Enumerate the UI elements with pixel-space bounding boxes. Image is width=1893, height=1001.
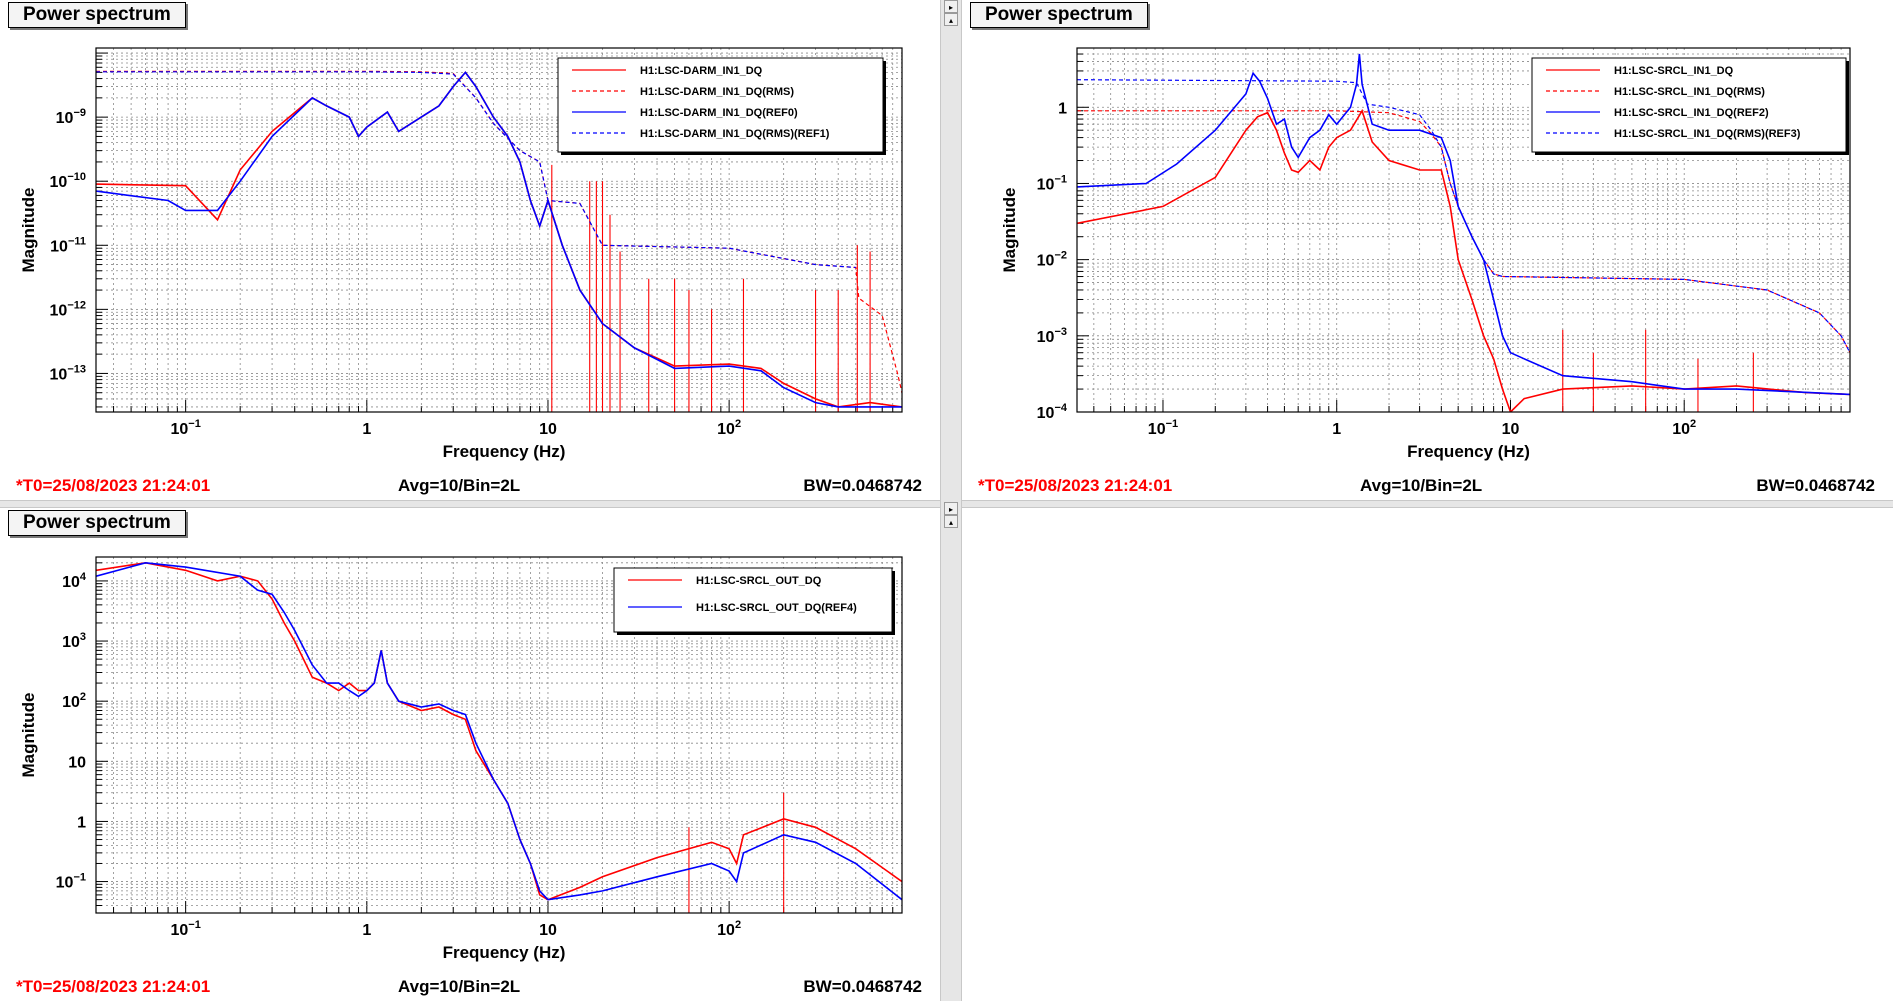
empty-plot-panel — [962, 508, 1893, 1001]
y-axis-label: Magnitude — [1000, 188, 1019, 273]
y-tick-label: 10−1 — [1037, 173, 1067, 193]
y-tick-label: 10−12 — [50, 299, 86, 319]
series-line — [1077, 108, 1850, 412]
plot-frame — [95, 47, 903, 413]
x-axis-label: Frequency (Hz) — [443, 943, 566, 962]
t0-timestamp: *T0=25/08/2023 21:24:01 — [978, 476, 1173, 495]
x-axis-label: Frequency (Hz) — [1407, 442, 1530, 461]
y-tick-label: 10 — [68, 754, 86, 771]
y-tick-label: 102 — [62, 691, 86, 711]
plot-area — [96, 70, 902, 412]
series-line — [96, 561, 902, 901]
power-spectrum-chart: 10−1 1 10 10210−1310−1210−1110−1010−9Freque… — [19, 47, 903, 461]
x-tick-label: 10−1 — [170, 418, 200, 438]
x-axis-label: Frequency (Hz) — [443, 442, 566, 461]
y-tick-label: 10−10 — [50, 171, 86, 191]
legend-entry: H1:LSC-SRCL_IN1_DQ — [1614, 65, 1734, 77]
legend-entry: H1:LSC-SRCL_OUT_DQ(REF4) — [696, 602, 857, 614]
plot-area — [96, 561, 902, 913]
x-tick-label: 102 — [717, 418, 741, 438]
legend-entry: H1:LSC-SRCL_IN1_DQ(RMS)(REF3) — [1614, 128, 1801, 140]
y-tick-label: 10−2 — [1037, 250, 1067, 270]
scroll-up-arrow-icon[interactable]: ▴ — [944, 515, 958, 528]
y-tick-label: 10−3 — [1037, 326, 1067, 346]
averaging-info: Avg=10/Bin=2L — [1360, 476, 1483, 495]
legend-entry: H1:LSC-SRCL_OUT_DQ — [696, 575, 822, 587]
vertical-splitter[interactable]: ▸ ▴ ▸ ▴ — [940, 0, 962, 1001]
scroll-right-arrow-icon[interactable]: ▸ — [944, 0, 958, 13]
x-tick-label: 102 — [1672, 418, 1696, 438]
y-axis-label: Magnitude — [19, 693, 38, 778]
scroll-up-arrow-icon[interactable]: ▴ — [944, 13, 958, 26]
legend-entry: H1:LSC-SRCL_IN1_DQ(REF2) — [1614, 107, 1769, 119]
x-tick-label: 10 — [539, 421, 557, 438]
averaging-info: Avg=10/Bin=2L — [398, 977, 521, 996]
y-tick-label: 104 — [62, 571, 87, 591]
x-tick-label: 10 — [539, 922, 557, 939]
panel-title[interactable]: Power spectrum — [970, 2, 1148, 28]
series-line — [96, 71, 856, 269]
plot-panel-bottom-left: Power spectrum 10−1 1 10 102 10−1 1 10 102 103 10… — [0, 508, 940, 1001]
plot-panel-top-left: Power spectrum 10−1 1 10 102 10−13 10−12 10−11… — [0, 0, 940, 500]
y-tick-label: 10−1 — [56, 872, 86, 892]
scroll-right-arrow-icon[interactable]: ▸ — [944, 502, 958, 515]
x-tick-label: 1 — [362, 922, 371, 939]
legend-entry: H1:LSC-DARM_IN1_DQ(RMS) — [640, 86, 794, 98]
averaging-info: Avg=10/Bin=2L — [398, 476, 521, 495]
panel-title[interactable]: Power spectrum — [8, 510, 186, 536]
legend-entry: H1:LSC-DARM_IN1_DQ — [640, 65, 763, 77]
bandwidth-info: BW=0.0468742 — [803, 476, 922, 495]
plot-frame — [1076, 47, 1851, 413]
legend-entry: H1:LSC-SRCL_IN1_DQ(RMS) — [1614, 86, 1765, 98]
x-tick-label: 102 — [717, 919, 741, 939]
x-tick-label: 10−1 — [170, 919, 200, 939]
legend: H1:LSC-SRCL_OUT_DQ H1:LSC-SRCL_OUT_DQ(REF… — [613, 567, 895, 635]
legend-entry: H1:LSC-DARM_IN1_DQ(RMS)(REF1) — [640, 128, 830, 140]
series-line — [1077, 79, 1850, 353]
legend: H1:LSC-DARM_IN1_DQ H1:LSC-DARM_IN1_DQ(RMS… — [557, 57, 886, 155]
x-tick-label: 10−1 — [1148, 418, 1178, 438]
y-tick-label: 1 — [1058, 100, 1067, 117]
y-tick-label: 10−9 — [56, 107, 86, 127]
x-tick-label: 1 — [362, 421, 371, 438]
plot-area — [1077, 53, 1850, 412]
power-spectrum-chart: 10−1 1 10 102 10−4 10−3 10−2 10−1 1 Frequency (Hz… — [1000, 47, 1851, 461]
y-tick-label: 10−4 — [1037, 402, 1068, 422]
t0-timestamp: *T0=25/08/2023 21:24:01 — [16, 476, 211, 495]
plot-panel-top-right: Power spectrum 10−1 1 10 102 10−4 10−3 10−2 10−… — [962, 0, 1893, 500]
y-tick-label: 1 — [77, 814, 86, 831]
x-tick-label: 1 — [1332, 421, 1341, 438]
y-tick-label: 103 — [62, 631, 86, 651]
bandwidth-info: BW=0.0468742 — [803, 977, 922, 996]
plot-frame — [95, 556, 903, 914]
t0-timestamp: *T0=25/08/2023 21:24:01 — [16, 977, 211, 996]
y-tick-label: 10−13 — [50, 363, 86, 383]
series-line — [96, 71, 902, 408]
y-tick-label: 10−11 — [50, 235, 86, 255]
x-tick-label: 10 — [1502, 421, 1520, 438]
panel-title[interactable]: Power spectrum — [8, 2, 186, 28]
bandwidth-info: BW=0.0468742 — [1756, 476, 1875, 495]
power-spectrum-chart: 10−1 1 10 102 10−1 1 10 102 103 104 Frequency (Hz)… — [19, 556, 903, 962]
y-axis-label: Magnitude — [19, 188, 38, 273]
series-line — [96, 561, 902, 901]
legend-entry: H1:LSC-DARM_IN1_DQ(REF0) — [640, 107, 798, 119]
legend: H1:LSC-SRCL_IN1_DQ H1:LSC-SRCL_IN1_DQ(RMS… — [1531, 57, 1849, 155]
